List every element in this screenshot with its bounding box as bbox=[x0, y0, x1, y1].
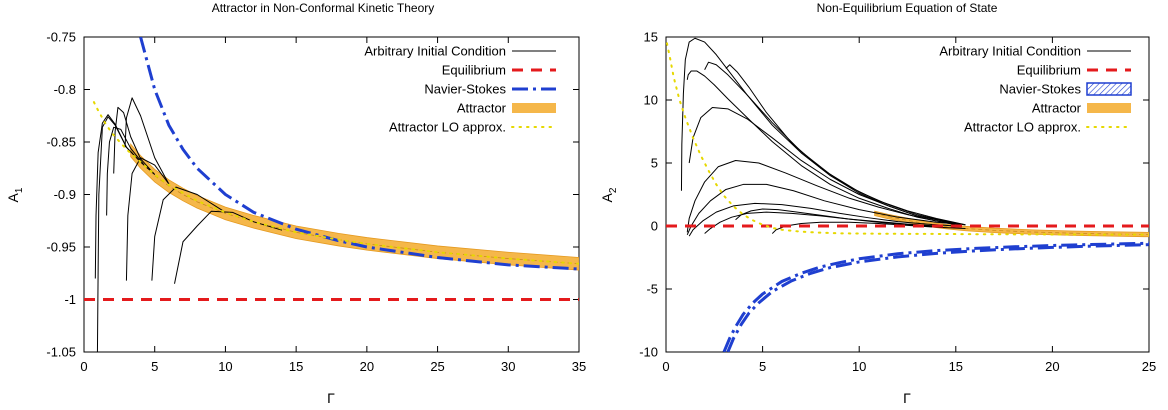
legend-label: Arbitrary Initial Condition bbox=[939, 44, 1081, 59]
legend-swatch bbox=[1087, 103, 1131, 113]
x-tick-label: 25 bbox=[1142, 359, 1156, 374]
y-tick-label: -0.8 bbox=[54, 82, 76, 97]
legend-label: Attractor LO approx. bbox=[389, 120, 506, 135]
x-tick-label: 10 bbox=[218, 359, 232, 374]
x-tick-label: 20 bbox=[1045, 359, 1059, 374]
initial-curve bbox=[686, 159, 966, 233]
right-y-axis-label-main: A bbox=[599, 192, 615, 202]
x-tick-label: 0 bbox=[80, 359, 87, 374]
y-tick-label: -0.9 bbox=[54, 187, 76, 202]
initial-curve bbox=[125, 157, 170, 281]
y-tick-label: -1.05 bbox=[46, 345, 76, 360]
x-tick-label: 35 bbox=[572, 359, 586, 374]
x-tick-label: 15 bbox=[949, 359, 963, 374]
left-legend: Arbitrary Initial Condition Equilibrium Na… bbox=[364, 44, 557, 135]
left-chart-title: Attractor in Non-Conformal Kinetic Theor… bbox=[212, 1, 435, 15]
initial-curve bbox=[688, 107, 956, 224]
y-tick-label: -0.75 bbox=[46, 30, 76, 45]
initial-curve bbox=[94, 114, 141, 279]
right-x-axis-label: Γ bbox=[903, 390, 911, 406]
x-tick-label: 15 bbox=[289, 359, 303, 374]
y-tick-label: -10 bbox=[639, 345, 658, 360]
y-tick-label: 5 bbox=[651, 156, 658, 171]
initial-curve bbox=[124, 97, 170, 185]
initial-curve bbox=[704, 211, 937, 234]
left-y-axis-label-sub: 1 bbox=[14, 187, 25, 193]
initial-curve bbox=[151, 186, 226, 281]
right-y-axis-label: A2 bbox=[599, 187, 619, 202]
legend-label: Attractor bbox=[457, 101, 507, 116]
x-tick-label: 5 bbox=[151, 359, 158, 374]
legend-label: Equilibrium bbox=[442, 63, 506, 78]
initial-curve bbox=[688, 202, 956, 237]
initial-curve bbox=[725, 64, 966, 226]
initial-curve bbox=[735, 208, 937, 228]
left-series bbox=[84, 37, 579, 352]
x-tick-label: 5 bbox=[759, 359, 766, 374]
legend-label: Attractor LO approx. bbox=[964, 120, 1081, 135]
right-legend: Arbitrary Initial Condition Equilibrium Na… bbox=[939, 44, 1132, 135]
navier-stokes-curve bbox=[139, 37, 579, 271]
left-chart: Attractor in Non-Conformal Kinetic Theor… bbox=[5, 1, 586, 406]
right-series bbox=[666, 37, 1149, 352]
left-y-ticks: -1.05 -1 -0.95 -0.9 -0.85 -0.8 -0.75 bbox=[46, 30, 579, 360]
right-y-ticks: -10 -5 0 5 10 15 bbox=[639, 30, 1149, 360]
legend-label: Navier-Stokes bbox=[999, 82, 1081, 97]
legend-label: Navier-Stokes bbox=[424, 82, 506, 97]
left-y-axis-label: A1 bbox=[5, 187, 25, 202]
left-x-ticks: 0 5 10 15 20 25 30 35 bbox=[80, 37, 586, 374]
right-plot-frame bbox=[665, 36, 1150, 353]
attractor-lo-curve bbox=[666, 42, 1149, 236]
y-tick-label: 0 bbox=[651, 219, 658, 234]
initial-curve bbox=[680, 37, 956, 224]
attractor-band bbox=[130, 143, 579, 271]
y-tick-label: 10 bbox=[644, 93, 658, 108]
y-tick-label: -5 bbox=[646, 282, 658, 297]
legend-swatch bbox=[1086, 82, 1132, 96]
right-x-ticks: 0 5 10 15 20 25 bbox=[662, 37, 1156, 374]
x-tick-label: 0 bbox=[662, 359, 669, 374]
right-y-axis-label-sub: 2 bbox=[608, 187, 619, 193]
legend-label: Arbitrary Initial Condition bbox=[364, 44, 506, 59]
left-x-axis-label: Γ bbox=[327, 390, 335, 406]
initial-curve bbox=[106, 126, 144, 216]
y-tick-label: -0.85 bbox=[46, 135, 76, 150]
legend-label: Equilibrium bbox=[1017, 63, 1081, 78]
right-chart-title: Non-Equilibrium Equation of State bbox=[817, 1, 998, 15]
y-tick-label: -0.95 bbox=[46, 240, 76, 255]
initial-curve bbox=[686, 183, 966, 236]
x-tick-label: 25 bbox=[430, 359, 444, 374]
right-chart: Non-Equilibrium Equation of State 0 5 10 15… bbox=[599, 1, 1156, 406]
attractor-lo-curve bbox=[92, 101, 579, 265]
initial-curve bbox=[96, 116, 156, 352]
initial-curve bbox=[704, 61, 956, 224]
left-y-axis-label-main: A bbox=[5, 192, 21, 202]
navier-stokes-curve bbox=[726, 243, 1149, 352]
initial-curve bbox=[686, 70, 956, 226]
legend-label: Attractor bbox=[1032, 101, 1082, 116]
x-tick-label: 30 bbox=[501, 359, 515, 374]
y-tick-label: 15 bbox=[644, 30, 658, 45]
y-tick-label: -1 bbox=[64, 292, 76, 307]
legend-swatch bbox=[512, 103, 556, 113]
x-tick-label: 10 bbox=[852, 359, 866, 374]
x-tick-label: 20 bbox=[360, 359, 374, 374]
initial-curve bbox=[174, 210, 283, 284]
navier-stokes-curve bbox=[722, 241, 1149, 352]
